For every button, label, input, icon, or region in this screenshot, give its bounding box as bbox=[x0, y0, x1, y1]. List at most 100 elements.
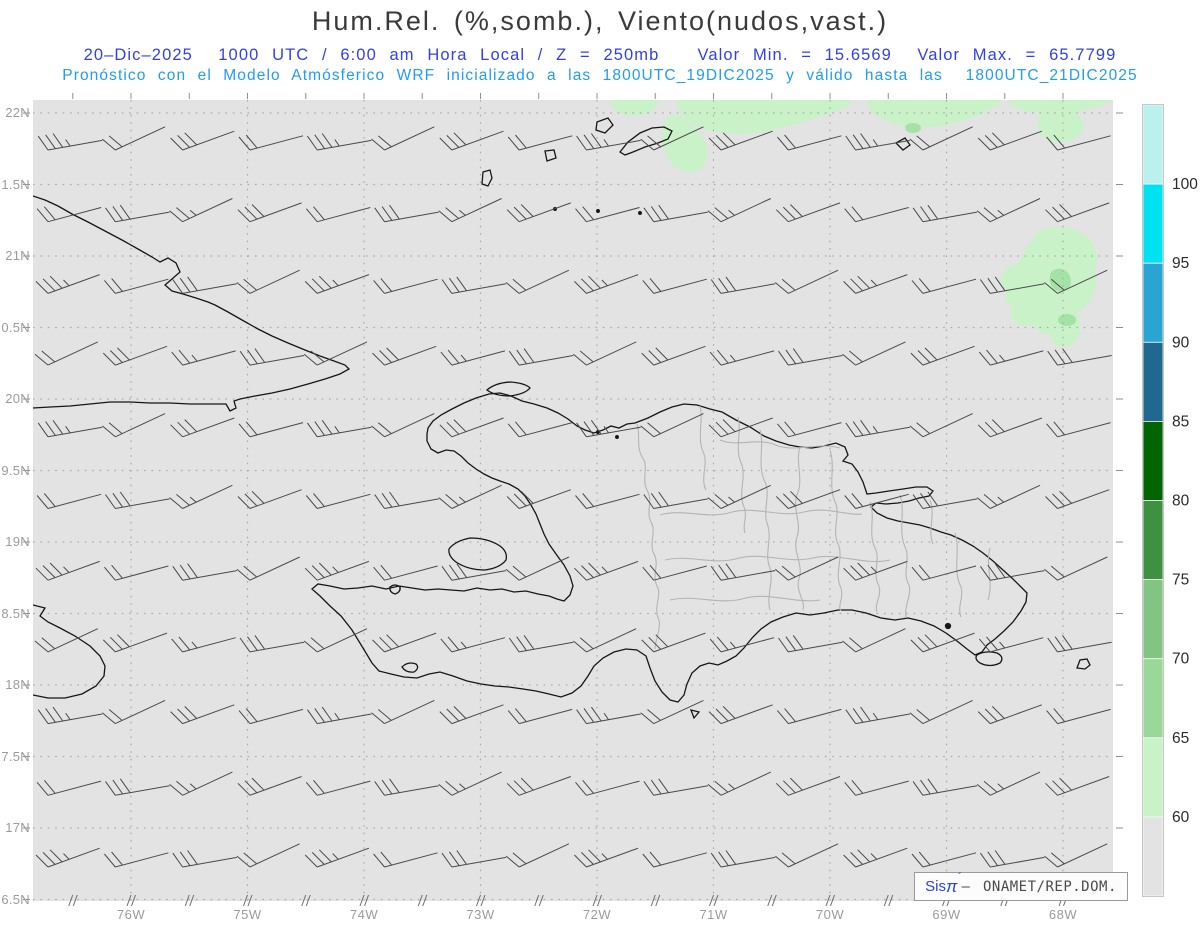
wind-barb bbox=[777, 134, 842, 151]
wind-barb bbox=[104, 564, 169, 581]
islet-catalina bbox=[944, 622, 952, 630]
lon-label: 73W bbox=[466, 907, 495, 922]
wind-barb bbox=[303, 628, 368, 653]
coastline-jamaica bbox=[33, 604, 106, 699]
wind-barb bbox=[640, 413, 704, 438]
wind-barb bbox=[978, 349, 1044, 366]
wind-barb bbox=[642, 564, 707, 581]
wind-barb bbox=[440, 636, 506, 653]
wind-barb bbox=[306, 133, 372, 151]
wind-barb bbox=[37, 706, 103, 725]
wind-barb bbox=[373, 278, 438, 294]
wind-barb bbox=[169, 771, 233, 796]
wind-barb bbox=[306, 420, 372, 438]
wind-barb bbox=[236, 269, 300, 294]
wind-barb bbox=[170, 704, 235, 725]
valid-time-line: 20–Dic–2025 1000 UTC / 6:00 am Hora Loca… bbox=[83, 46, 1117, 64]
wind-barb bbox=[508, 348, 574, 366]
colorbar-label: 80 bbox=[1172, 493, 1190, 510]
wind-barb bbox=[775, 776, 841, 796]
wind-barb bbox=[576, 133, 641, 151]
wind-barb bbox=[236, 843, 300, 868]
wind-barb bbox=[169, 484, 233, 509]
wind-barb bbox=[102, 632, 168, 653]
lat-label: 17N bbox=[5, 820, 30, 835]
colorbar-frame bbox=[1142, 104, 1164, 897]
wind-barb bbox=[441, 563, 507, 581]
wind-barb bbox=[170, 130, 235, 151]
wind-barb bbox=[845, 706, 910, 725]
colorbar-segment bbox=[1142, 341, 1164, 422]
lon-label: 71W bbox=[699, 907, 728, 922]
wind-barb bbox=[372, 632, 437, 653]
wind-barb bbox=[508, 635, 574, 653]
wind-barb bbox=[710, 563, 776, 581]
tick-bottom bbox=[767, 894, 773, 907]
wind-barb bbox=[238, 134, 304, 151]
wind-barb bbox=[976, 771, 1041, 796]
wind-barb bbox=[976, 198, 1041, 223]
colorbar-segment bbox=[1142, 262, 1164, 343]
wind-barb bbox=[305, 206, 371, 223]
wind-barb bbox=[35, 560, 100, 581]
colorbar-label: 95 bbox=[1172, 255, 1189, 272]
wind-barb bbox=[238, 708, 304, 725]
wind-barb bbox=[105, 204, 170, 223]
sispi-watermark: Sis π ´ – ONAMET/REP.DOM. bbox=[914, 870, 1128, 901]
island-tortuga bbox=[485, 381, 531, 397]
tick-bottom bbox=[184, 894, 190, 907]
wind-barb bbox=[977, 704, 1043, 725]
wind-barb bbox=[239, 635, 305, 653]
tick-bottom bbox=[476, 894, 481, 907]
wind-barb bbox=[36, 493, 102, 509]
wind-barb bbox=[237, 489, 302, 509]
wind-barb bbox=[574, 274, 639, 294]
wind-barb bbox=[911, 851, 977, 868]
tick-bottom bbox=[359, 894, 365, 907]
wind-barb bbox=[979, 276, 1045, 294]
wind-barb bbox=[845, 133, 910, 151]
island-vache bbox=[401, 662, 419, 673]
wind-barb bbox=[239, 348, 305, 366]
wind-barb bbox=[506, 202, 571, 223]
wind-barb bbox=[104, 278, 169, 294]
tick-bottom bbox=[131, 894, 136, 907]
wind-barb bbox=[710, 276, 776, 294]
wind-barb bbox=[1045, 776, 1110, 796]
wind-barb bbox=[169, 198, 233, 223]
island-beata bbox=[689, 709, 701, 720]
wind-barb bbox=[238, 421, 304, 438]
wind-barb bbox=[778, 635, 843, 653]
colorbar-segment bbox=[1142, 183, 1164, 264]
wind-barb bbox=[643, 491, 708, 509]
wind-barb bbox=[909, 699, 973, 725]
wind-barb bbox=[374, 491, 439, 509]
wind-barb bbox=[1046, 134, 1111, 151]
wind-barb bbox=[912, 491, 978, 509]
wind-barb bbox=[979, 850, 1045, 868]
wind-barbs bbox=[34, 126, 1112, 868]
wind-barb bbox=[641, 632, 706, 653]
colorbar-segment bbox=[1142, 104, 1164, 185]
wind-barb bbox=[505, 843, 570, 868]
wind-barb bbox=[708, 704, 773, 725]
wind-barb bbox=[505, 269, 570, 294]
wind-barb bbox=[912, 204, 978, 223]
lat-label: 21N bbox=[5, 248, 30, 263]
wind-barb bbox=[844, 779, 909, 796]
colorbar-segment bbox=[1142, 816, 1164, 897]
wind-barb bbox=[172, 850, 237, 868]
tick-bottom bbox=[189, 894, 195, 907]
wind-barb bbox=[573, 341, 637, 366]
tick-bottom bbox=[650, 894, 656, 907]
lat-label: 9.5N bbox=[1, 462, 30, 478]
island-cay-1 bbox=[544, 149, 557, 162]
wind-barb bbox=[374, 778, 439, 796]
wind-barb bbox=[439, 417, 504, 438]
tick-bottom bbox=[68, 894, 74, 907]
wind-barb bbox=[912, 778, 978, 796]
map-area bbox=[33, 100, 1113, 901]
wind-barb bbox=[774, 269, 839, 294]
wind-barb bbox=[105, 778, 170, 796]
wind-barb bbox=[374, 204, 439, 223]
